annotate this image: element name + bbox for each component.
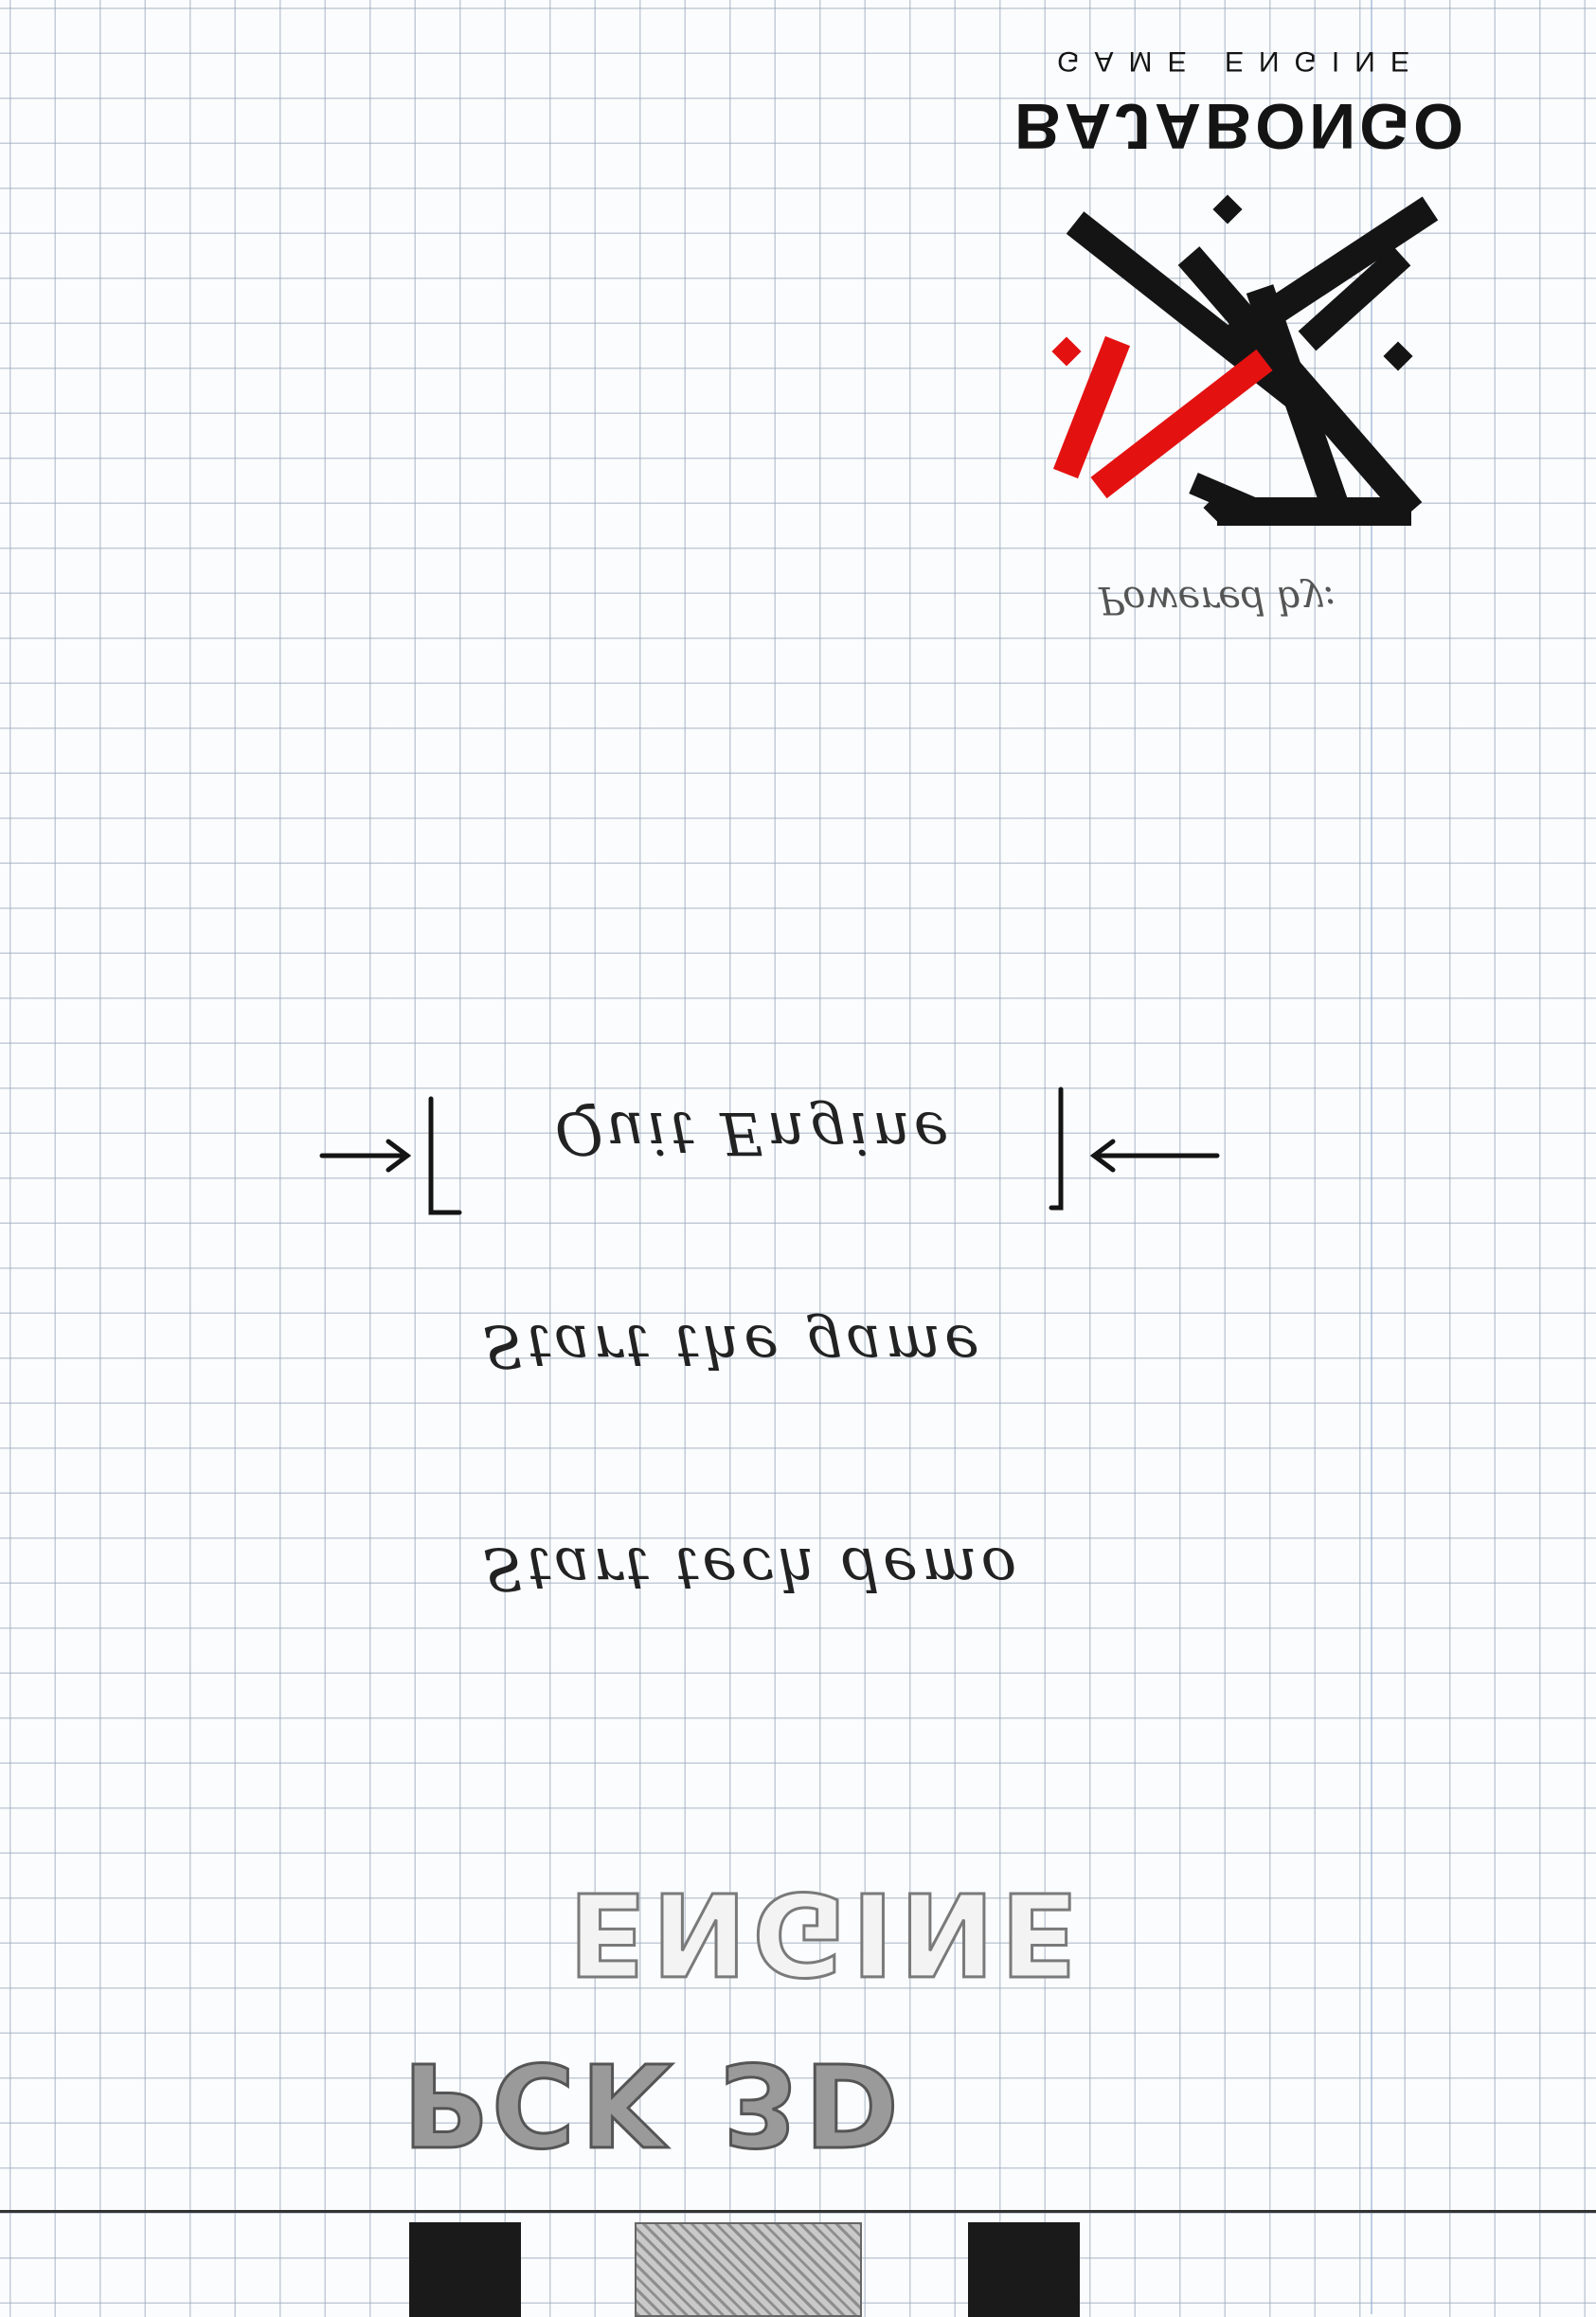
menu-item-start-tech-demo[interactable]: Start tech demo <box>483 1535 1021 1604</box>
logo-wordmark: BAJABONGO <box>1014 90 1467 162</box>
right-bracket-icon <box>1049 1087 1064 1211</box>
left-bracket-icon <box>428 1096 462 1215</box>
footer-bar <box>0 2210 1596 2317</box>
powered-by-label: Powered by: <box>1099 578 1336 621</box>
footer-block-dark <box>968 2222 1080 2317</box>
footer-block-dark <box>409 2222 521 2317</box>
bajabongo-logo: BAJABONGO GAME ENGINE <box>1014 45 1467 526</box>
logo-tagline: GAME ENGINE <box>1057 45 1425 77</box>
logo-star-mark <box>1051 194 1439 526</box>
footer-block-hatched <box>635 2222 862 2317</box>
notebook-margin-line <box>1371 0 1372 2314</box>
title-pck-3d: PCK 3D <box>402 2036 906 2170</box>
menu-item-start-game[interactable]: Start the game <box>483 1312 983 1381</box>
menu-item-quit-engine[interactable]: Quit Engine <box>554 1099 953 1168</box>
selection-marker <box>319 1087 1220 1215</box>
title-engine: ENGINE <box>567 1865 1085 2000</box>
